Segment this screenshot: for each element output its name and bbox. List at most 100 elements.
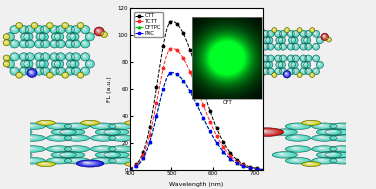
Circle shape <box>275 152 294 157</box>
Circle shape <box>159 147 169 150</box>
Circle shape <box>318 64 320 65</box>
Circle shape <box>83 54 87 59</box>
Circle shape <box>264 62 269 67</box>
Circle shape <box>12 55 14 57</box>
Circle shape <box>364 125 370 127</box>
Circle shape <box>276 45 279 48</box>
Circle shape <box>101 130 113 133</box>
Circle shape <box>302 57 304 59</box>
Circle shape <box>247 34 248 36</box>
Circle shape <box>41 163 45 164</box>
Circle shape <box>194 152 216 158</box>
Circle shape <box>72 35 74 36</box>
Circle shape <box>87 62 92 66</box>
Circle shape <box>306 44 311 49</box>
Circle shape <box>42 42 47 46</box>
Circle shape <box>172 121 184 124</box>
Circle shape <box>155 153 164 156</box>
Circle shape <box>313 44 318 49</box>
Circle shape <box>302 63 306 67</box>
Circle shape <box>13 55 15 57</box>
Circle shape <box>254 129 279 135</box>
Circle shape <box>42 41 49 47</box>
Circle shape <box>223 157 249 164</box>
Circle shape <box>374 130 376 133</box>
Circle shape <box>229 136 235 138</box>
Circle shape <box>293 148 300 149</box>
CFTPC <box>225 155 229 157</box>
Circle shape <box>369 152 376 158</box>
Circle shape <box>306 44 311 49</box>
Circle shape <box>68 28 71 31</box>
Circle shape <box>21 33 30 41</box>
Circle shape <box>280 63 284 66</box>
Circle shape <box>267 63 269 65</box>
Circle shape <box>73 69 78 73</box>
Circle shape <box>158 147 171 150</box>
Circle shape <box>285 73 288 75</box>
Circle shape <box>16 23 22 28</box>
Circle shape <box>306 39 308 41</box>
Circle shape <box>27 27 32 31</box>
Circle shape <box>185 136 197 139</box>
Circle shape <box>50 124 66 128</box>
Circle shape <box>269 32 271 35</box>
Circle shape <box>188 160 192 161</box>
Circle shape <box>7 34 12 39</box>
Circle shape <box>26 41 33 47</box>
Circle shape <box>26 68 33 74</box>
Circle shape <box>50 40 59 48</box>
Circle shape <box>288 31 294 37</box>
Circle shape <box>254 30 261 37</box>
Circle shape <box>54 129 73 134</box>
Circle shape <box>61 152 83 158</box>
Circle shape <box>14 43 15 44</box>
Circle shape <box>241 130 256 134</box>
Circle shape <box>301 31 306 36</box>
Circle shape <box>264 57 267 59</box>
Circle shape <box>97 125 107 127</box>
Circle shape <box>218 122 222 123</box>
Circle shape <box>322 130 334 133</box>
Circle shape <box>273 73 276 76</box>
CTT <box>169 20 174 22</box>
Circle shape <box>42 27 47 31</box>
Circle shape <box>110 146 132 152</box>
Circle shape <box>27 35 29 37</box>
Circle shape <box>91 146 116 152</box>
Circle shape <box>302 32 305 35</box>
Circle shape <box>287 123 309 129</box>
Circle shape <box>64 157 89 164</box>
Circle shape <box>255 31 261 37</box>
Circle shape <box>265 38 268 42</box>
Circle shape <box>23 35 25 36</box>
Circle shape <box>58 28 62 31</box>
Circle shape <box>333 154 339 155</box>
Circle shape <box>13 70 15 72</box>
Circle shape <box>316 61 323 68</box>
Circle shape <box>307 122 314 124</box>
Circle shape <box>292 125 302 127</box>
Circle shape <box>29 29 30 30</box>
Circle shape <box>6 61 13 67</box>
Circle shape <box>24 33 33 41</box>
Circle shape <box>302 38 306 42</box>
Circle shape <box>65 135 88 141</box>
Circle shape <box>21 60 30 68</box>
Circle shape <box>313 31 319 37</box>
Circle shape <box>252 38 254 40</box>
Circle shape <box>83 121 97 125</box>
Circle shape <box>318 38 321 42</box>
Circle shape <box>52 61 59 67</box>
Circle shape <box>276 130 292 134</box>
Circle shape <box>321 33 329 41</box>
Circle shape <box>155 124 174 129</box>
Circle shape <box>365 137 368 138</box>
Circle shape <box>281 32 283 34</box>
Circle shape <box>56 26 65 34</box>
Circle shape <box>22 70 24 72</box>
Circle shape <box>306 32 310 35</box>
Circle shape <box>100 160 103 161</box>
Circle shape <box>273 74 275 75</box>
Circle shape <box>49 24 50 26</box>
